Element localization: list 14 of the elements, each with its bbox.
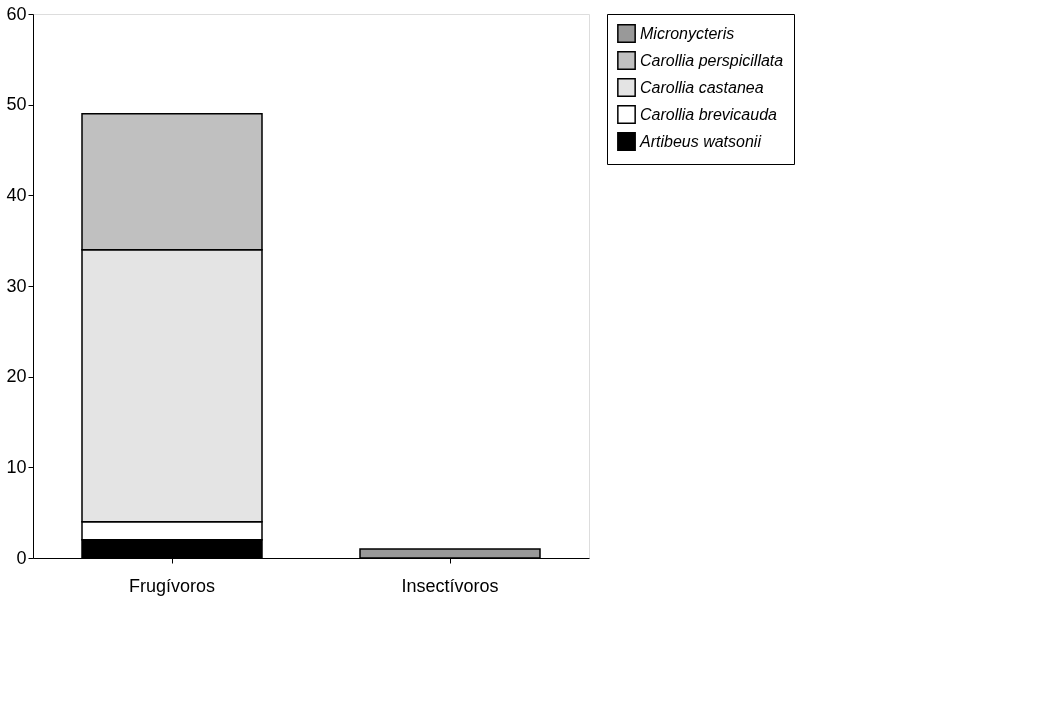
y-tick-label: 30 xyxy=(6,275,27,296)
x-tick-label: Insectívoros xyxy=(401,575,499,596)
y-tick-label: 0 xyxy=(16,547,27,568)
legend-label: Carollia castanea xyxy=(640,78,764,96)
legend-label: Carollia brevicauda xyxy=(640,105,778,123)
y-tick-label: 40 xyxy=(6,184,27,205)
legend-label: Artibeus watsonii xyxy=(639,132,762,150)
y-tick-label: 50 xyxy=(6,94,27,115)
y-tick-label: 60 xyxy=(6,3,27,24)
y-tick-label: 20 xyxy=(6,366,27,387)
legend-label: Micronycteris xyxy=(640,24,735,42)
legend-label: Carollia perspicillata xyxy=(640,51,784,69)
y-tick-label: 10 xyxy=(6,456,27,477)
x-tick-label: Frugívoros xyxy=(128,575,216,596)
